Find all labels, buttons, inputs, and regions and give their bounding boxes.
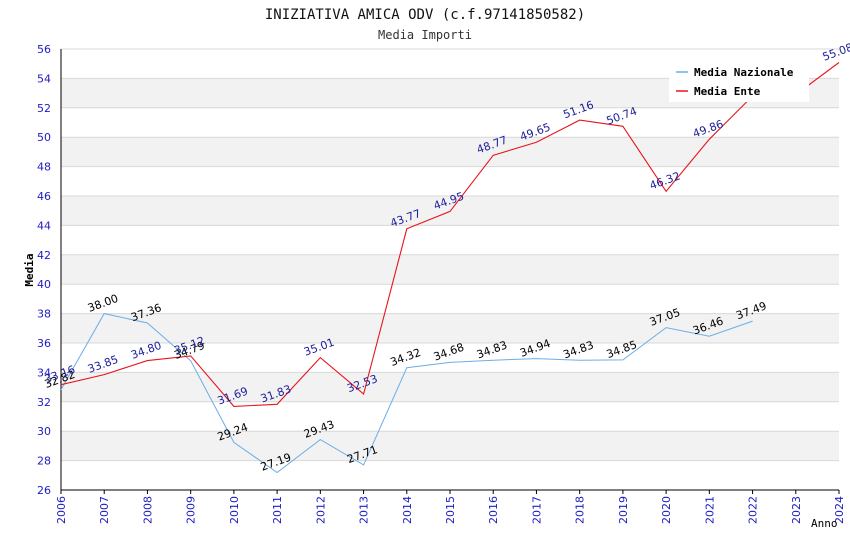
y-tick-label: 36 [37, 337, 51, 350]
series-line-media-ente [60, 62, 840, 407]
x-tick-label: 2008 [141, 496, 154, 524]
x-tick-label: 2020 [660, 496, 673, 524]
x-tick-label: 2007 [98, 496, 111, 524]
chart-title: INIZIATIVA AMICA ODV (c.f.97141850582) [265, 7, 585, 23]
y-tick-label: 54 [37, 72, 51, 85]
grid-band [61, 431, 839, 461]
legend-box [669, 60, 809, 102]
x-tick-label: 2016 [487, 496, 500, 524]
y-tick-label: 34 [37, 366, 51, 379]
x-tick-label: 2023 [790, 496, 803, 524]
grid-band [61, 372, 839, 402]
y-axis-label: Media [23, 253, 36, 286]
x-tick-label: 2024 [833, 496, 846, 524]
x-tick-label: 2014 [401, 496, 414, 524]
gridlines [61, 48, 839, 491]
x-tick-label: 2019 [617, 496, 630, 524]
y-tick-label: 46 [37, 190, 51, 203]
legend-label: Media Ente [694, 85, 761, 98]
legend-label: Media Nazionale [694, 66, 794, 79]
x-tick-label: 2022 [747, 496, 760, 524]
data-label: 38.00 [86, 292, 120, 315]
y-tick-label: 40 [37, 278, 51, 291]
grid-band [61, 137, 839, 167]
legend: Media Nazionale Media Ente [669, 60, 809, 102]
grid-band [61, 254, 839, 285]
series-line-media-nazionale [60, 313, 753, 474]
chart-subtitle: Media Importi [378, 28, 472, 42]
data-label: 55.08 [821, 41, 850, 64]
x-tick-label: 2017 [530, 496, 543, 524]
x-ticks: 2006 2007 2008 2009 2010 2011 2012 2013 2014 2015… [55, 490, 846, 524]
y-ticks: 26 28 30 32 34 36 38 40 42 44 46 48 50 52 54 56 [37, 43, 51, 497]
y-tick-label: 26 [37, 484, 51, 497]
x-tick-label: 2006 [55, 496, 68, 524]
y-tick-label: 56 [37, 43, 51, 56]
x-tick-label: 2018 [574, 496, 587, 524]
y-tick-label: 32 [37, 396, 51, 409]
y-tick-label: 50 [37, 131, 51, 144]
x-tick-label: 2009 [185, 496, 198, 524]
x-tick-label: 2011 [271, 496, 284, 524]
x-tick-label: 2013 [358, 496, 371, 524]
data-label: 34.68 [432, 341, 466, 364]
y-tick-label: 48 [37, 161, 51, 174]
plot-bands [61, 78, 839, 461]
y-tick-label: 44 [37, 219, 51, 232]
x-tick-label: 2021 [703, 496, 716, 524]
y-tick-label: 38 [37, 308, 51, 321]
y-tick-label: 30 [37, 425, 51, 438]
series-lines [60, 62, 840, 474]
x-tick-label: 2012 [314, 496, 327, 524]
y-tick-label: 52 [37, 102, 51, 115]
grid-band [61, 313, 839, 343]
x-axis-label: Anno [811, 517, 838, 530]
x-tick-label: 2010 [228, 496, 241, 524]
y-tick-label: 42 [37, 249, 51, 262]
data-label: 34.32 [389, 346, 423, 369]
y-tick-label: 28 [37, 455, 51, 468]
x-tick-label: 2015 [444, 496, 457, 524]
